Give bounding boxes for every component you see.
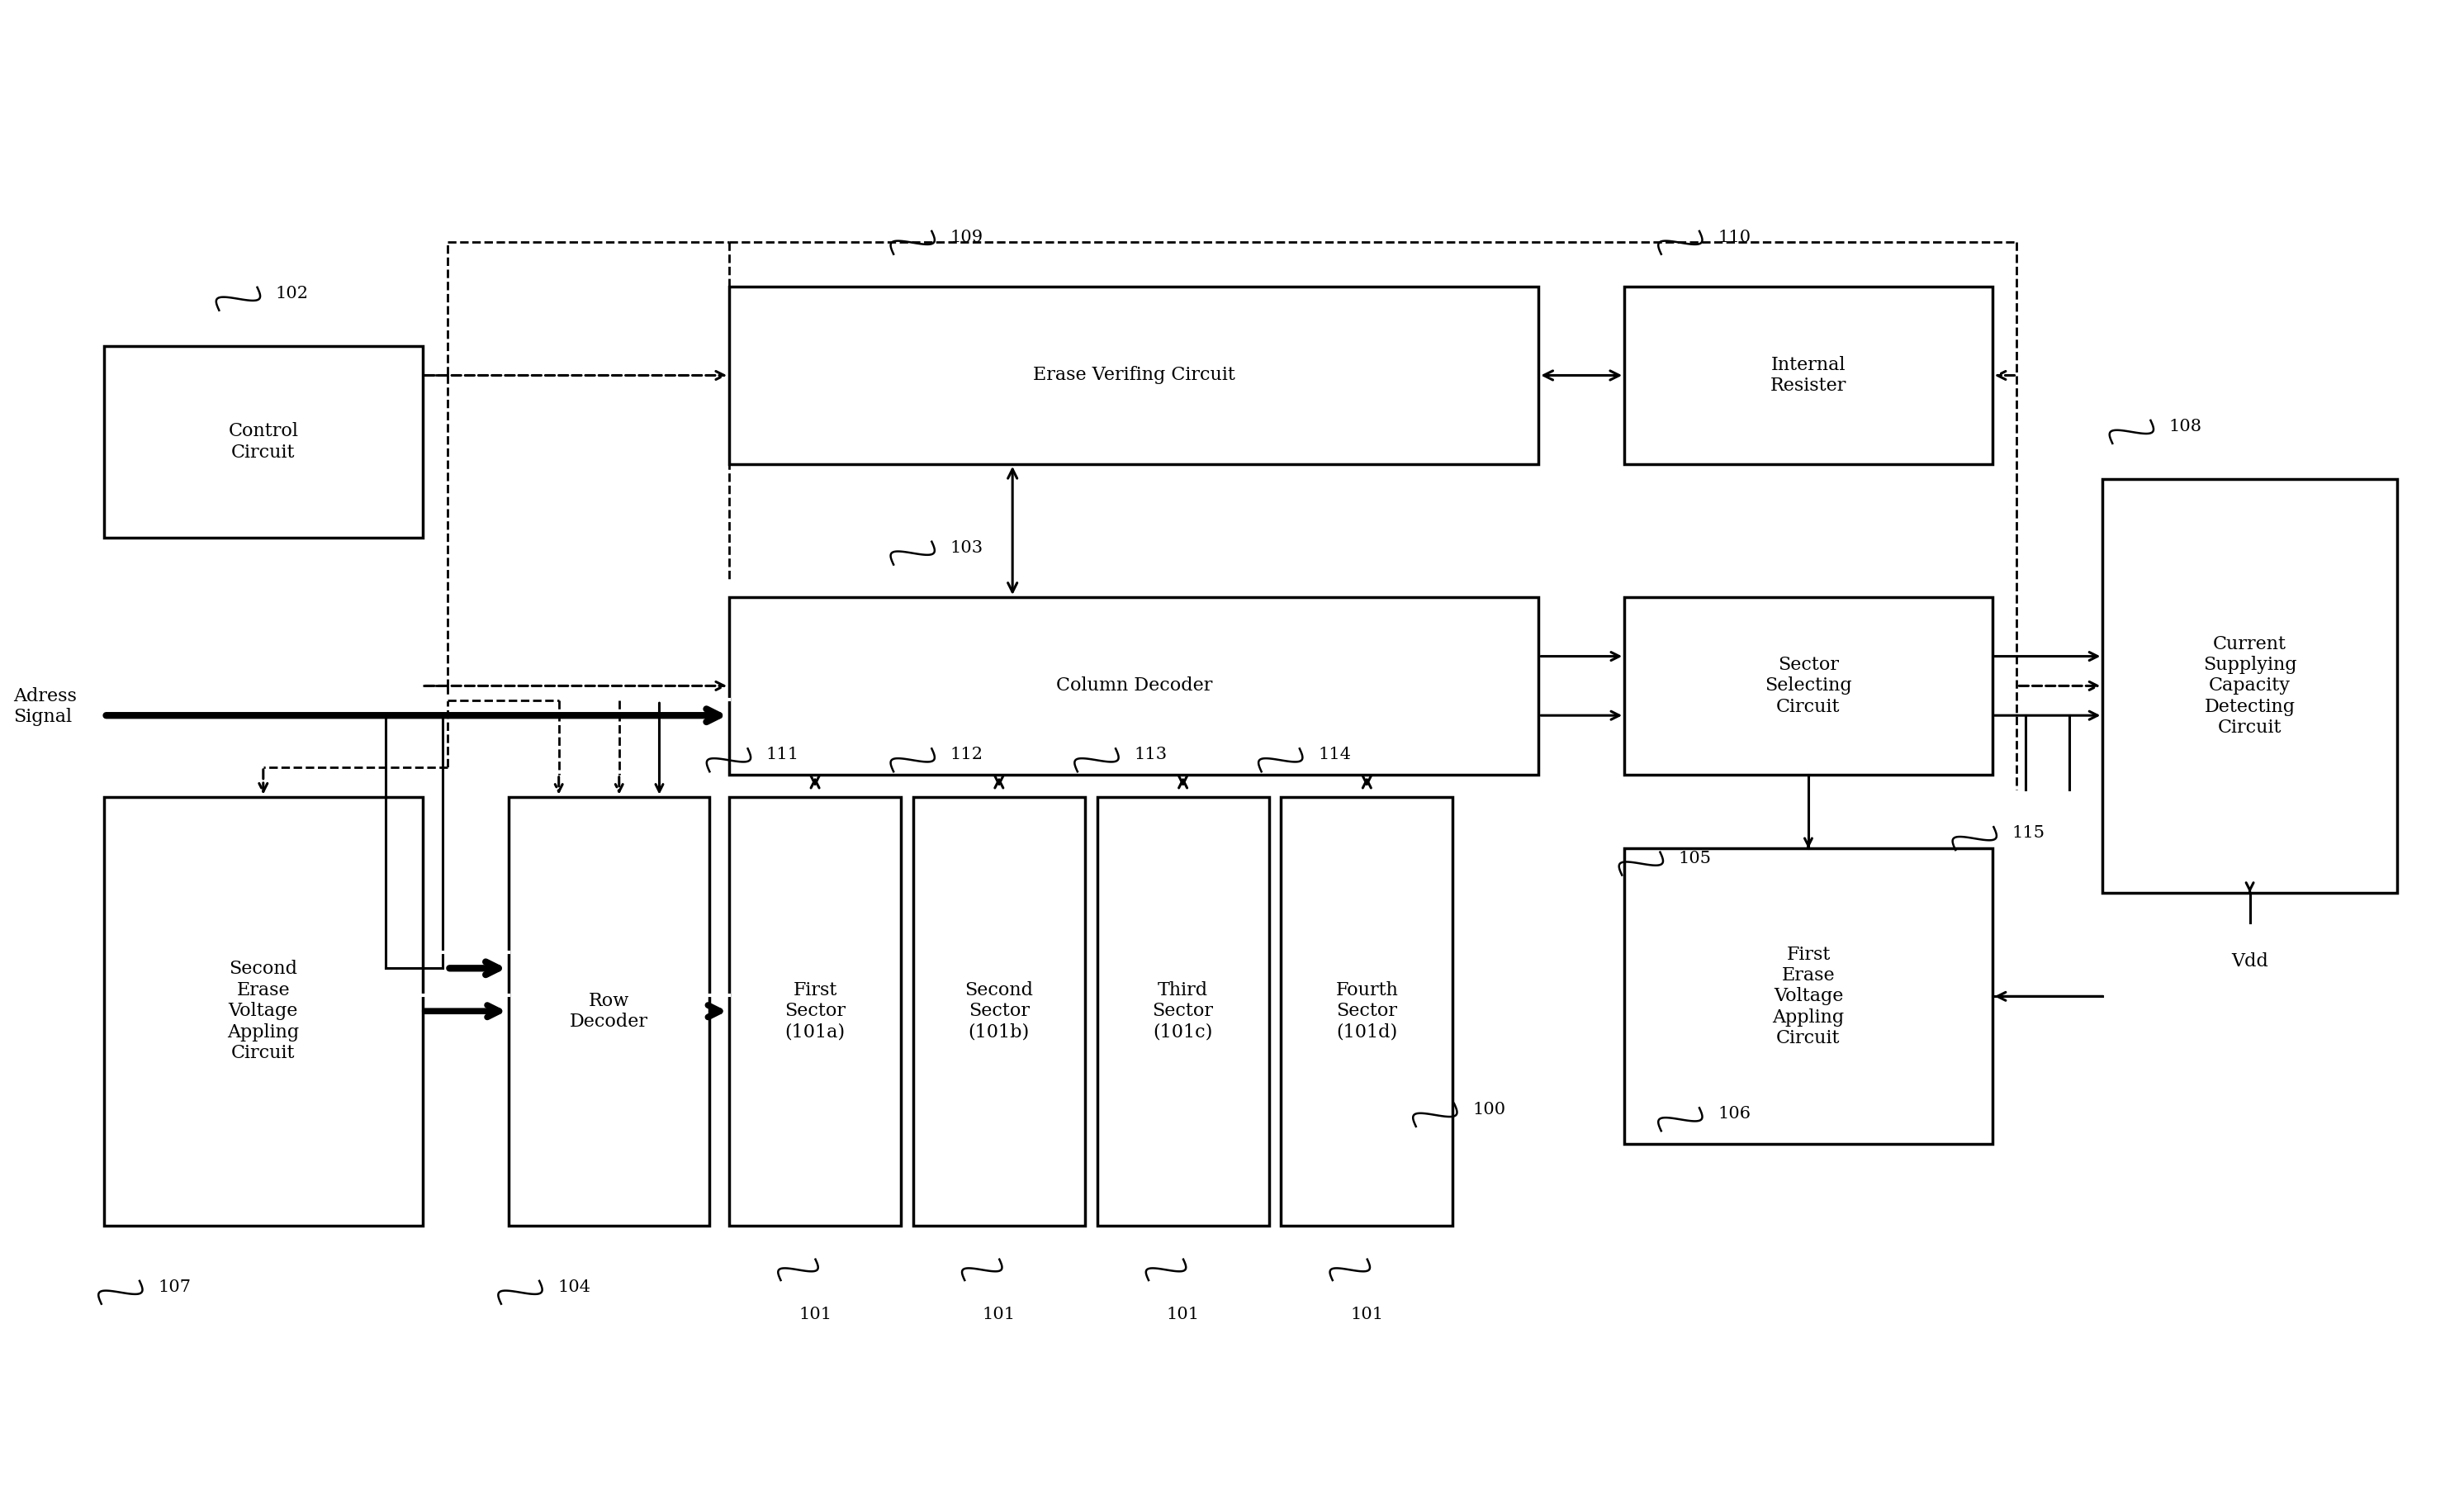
Bar xyxy=(729,286,1538,463)
Text: 101: 101 xyxy=(1350,1307,1382,1323)
Text: First
Erase
Voltage
Appling
Circuit: First Erase Voltage Appling Circuit xyxy=(1772,945,1846,1047)
Bar xyxy=(2102,478,2397,893)
Text: Column Decoder: Column Decoder xyxy=(1055,676,1212,694)
Bar xyxy=(1281,797,1454,1225)
Text: 105: 105 xyxy=(1678,851,1712,866)
Bar xyxy=(729,797,902,1225)
Bar xyxy=(914,797,1084,1225)
Text: 101: 101 xyxy=(1165,1307,1200,1323)
Text: 114: 114 xyxy=(1318,746,1350,763)
Text: 111: 111 xyxy=(766,746,798,763)
Text: 110: 110 xyxy=(1717,229,1752,246)
Text: 103: 103 xyxy=(951,539,983,556)
Bar xyxy=(103,346,424,538)
Text: 101: 101 xyxy=(798,1307,833,1323)
Bar xyxy=(103,797,424,1225)
Text: Row
Decoder: Row Decoder xyxy=(569,991,648,1031)
Text: Third
Sector
(101c): Third Sector (101c) xyxy=(1153,980,1212,1042)
Text: Internal
Resister: Internal Resister xyxy=(1769,356,1846,395)
Text: 102: 102 xyxy=(276,286,308,301)
Text: 109: 109 xyxy=(951,229,983,246)
Text: 106: 106 xyxy=(1717,1107,1749,1122)
Text: 113: 113 xyxy=(1133,746,1168,763)
Text: Current
Supplying
Capacity
Detecting
Circuit: Current Supplying Capacity Detecting Cir… xyxy=(2203,635,2296,738)
Text: Control
Circuit: Control Circuit xyxy=(229,422,298,462)
Bar xyxy=(1624,848,1993,1144)
Bar xyxy=(1096,797,1269,1225)
Bar xyxy=(1624,597,1993,775)
Text: 101: 101 xyxy=(983,1307,1015,1323)
Text: 107: 107 xyxy=(158,1280,190,1295)
Text: Sector
Selecting
Circuit: Sector Selecting Circuit xyxy=(1764,656,1853,715)
Text: First
Sector
(101a): First Sector (101a) xyxy=(784,980,845,1042)
Text: 112: 112 xyxy=(951,746,983,763)
Text: Fourth
Sector
(101d): Fourth Sector (101d) xyxy=(1335,980,1397,1042)
Bar xyxy=(508,797,710,1225)
Text: Vdd: Vdd xyxy=(2232,952,2269,970)
Text: 115: 115 xyxy=(2013,825,2045,840)
Text: Erase Verifing Circuit: Erase Verifing Circuit xyxy=(1032,367,1234,384)
Bar xyxy=(1624,286,1993,463)
Text: 108: 108 xyxy=(2168,419,2203,435)
Text: 100: 100 xyxy=(1473,1103,1506,1118)
Text: 104: 104 xyxy=(557,1280,591,1295)
Text: Second
Sector
(101b): Second Sector (101b) xyxy=(966,980,1032,1042)
Text: Adress
Signal: Adress Signal xyxy=(12,687,76,726)
Bar xyxy=(729,597,1538,775)
Text: Second
Erase
Voltage
Appling
Circuit: Second Erase Voltage Appling Circuit xyxy=(227,960,298,1062)
